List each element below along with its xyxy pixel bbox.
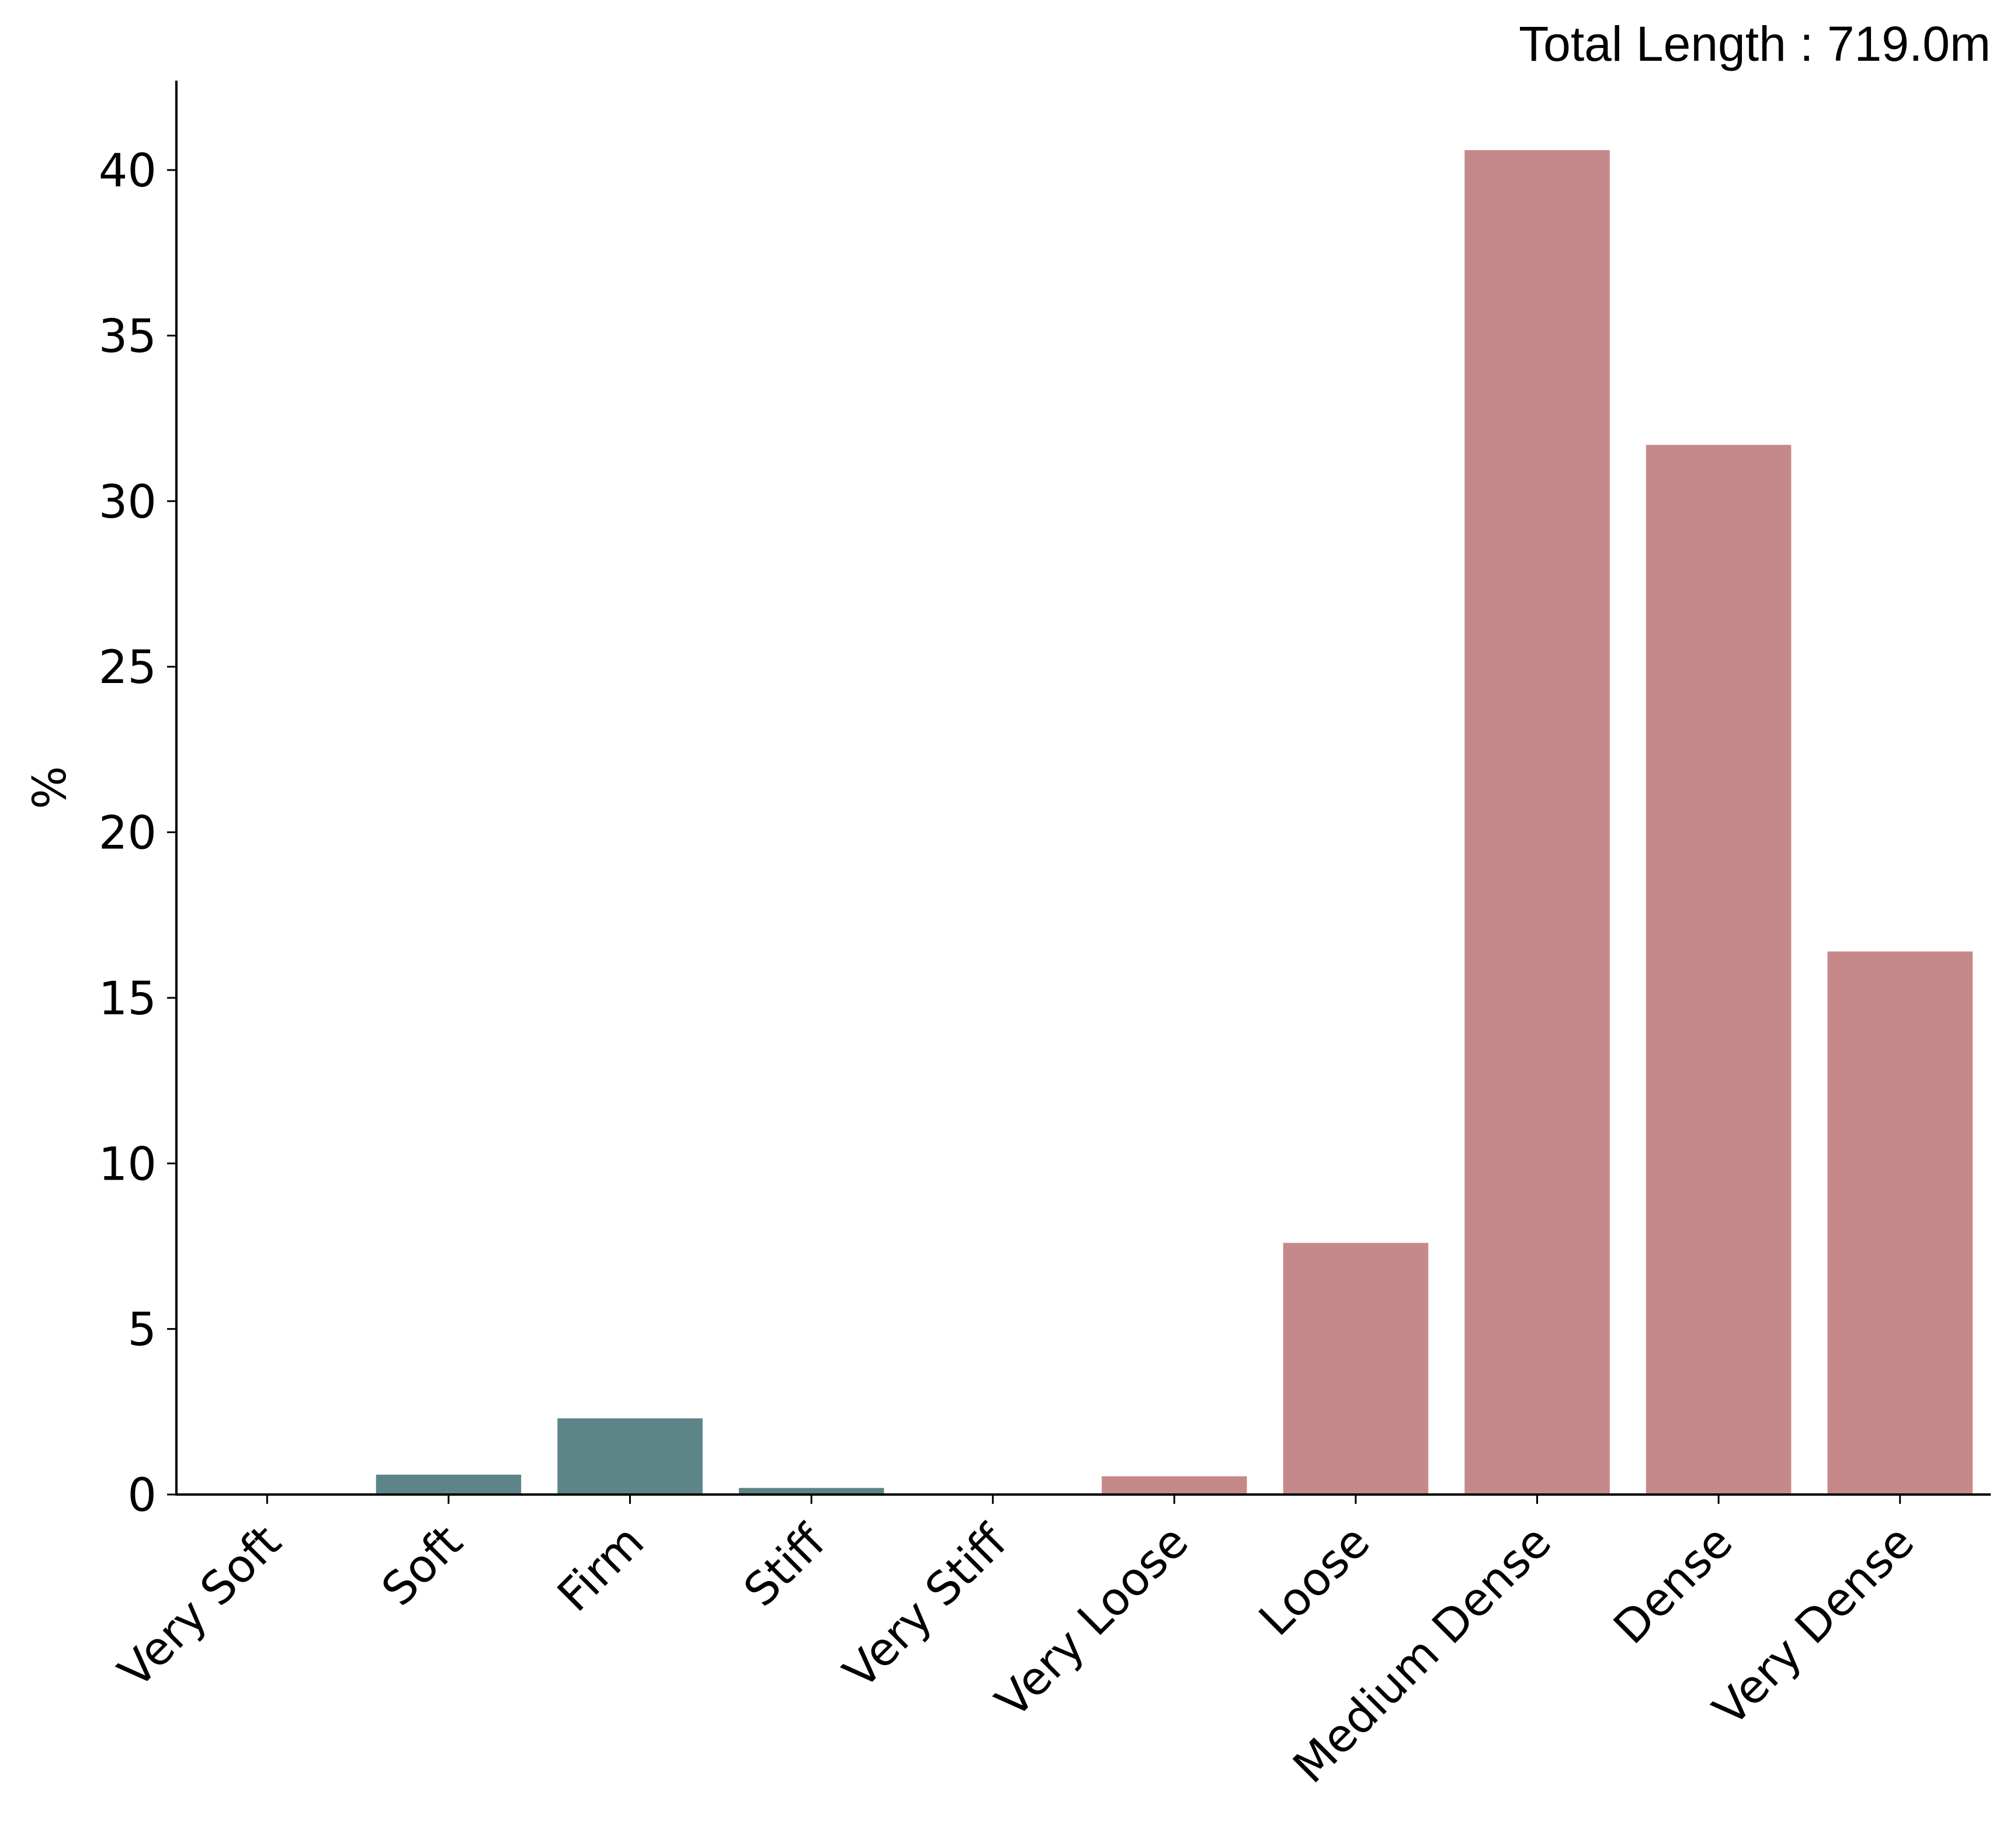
bar-firm <box>557 1418 703 1495</box>
y-tick-label: 40 <box>99 145 157 197</box>
y-tick-label: 5 <box>127 1304 157 1357</box>
x-tick-label: Very Soft <box>109 1516 291 1698</box>
bar-very-dense <box>1827 951 1973 1495</box>
y-tick-label: 20 <box>99 807 157 860</box>
y-tick-label: 25 <box>99 642 157 694</box>
bar-stiff <box>738 1488 884 1495</box>
x-tick-label: Very Loose <box>986 1516 1199 1728</box>
y-ticks-group: 0 5 10 15 20 25 30 35 40 <box>99 145 176 1522</box>
y-tick-label: 35 <box>99 310 157 363</box>
bar-very-loose <box>1102 1476 1247 1495</box>
x-tick-label: Loose <box>1249 1516 1380 1646</box>
y-axis-label: % <box>24 766 77 809</box>
y-tick-label: 10 <box>99 1138 157 1191</box>
x-tick-label: Stiff <box>734 1514 836 1617</box>
bar-dense <box>1646 445 1792 1495</box>
bar-medium-dense <box>1464 150 1610 1495</box>
y-tick-label: 0 <box>127 1469 157 1522</box>
total-length-annotation: Total Length : 719.0m <box>1519 16 1991 71</box>
bar-loose <box>1283 1243 1429 1495</box>
bar-soft <box>376 1475 522 1495</box>
x-tick-label: Firm <box>548 1516 654 1622</box>
y-tick-label: 15 <box>99 973 157 1025</box>
x-tick-label: Very Stiff <box>834 1514 1018 1698</box>
y-tick-label: 30 <box>99 476 157 529</box>
bars-group <box>376 150 1973 1495</box>
x-tick-label: Soft <box>372 1516 473 1616</box>
x-tick-label: Dense <box>1604 1516 1743 1655</box>
